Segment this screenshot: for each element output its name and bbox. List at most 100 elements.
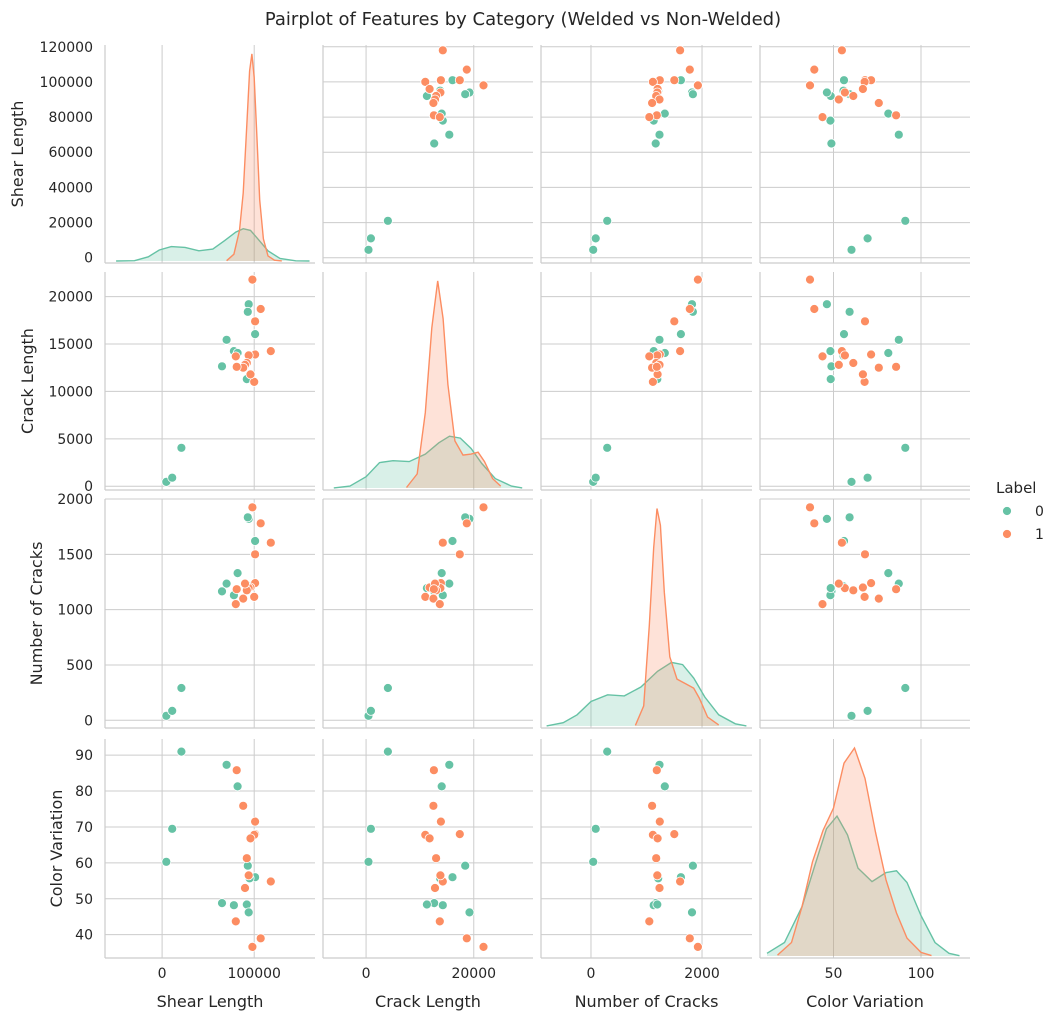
scatter-point-1 <box>891 584 901 595</box>
scatter-point-1 <box>428 765 439 776</box>
scatter-point-1 <box>255 933 266 944</box>
y-axis-title-crack-length: Crack Length <box>18 328 37 434</box>
panel-crack-length-vs-shear-length: 0 5000 10000 15000 20000 <box>48 272 315 495</box>
legend-marker-1 <box>1002 529 1012 539</box>
scatter-point-1 <box>265 537 276 548</box>
x-tick-label: 0 <box>158 966 167 982</box>
scatter-point-1 <box>434 112 445 122</box>
panels-grid: 0200004000060000800001000001200000500010… <box>8 40 970 1011</box>
scatter-point-1 <box>651 853 662 864</box>
scatter-point-1 <box>434 916 445 927</box>
scatter-point-1 <box>817 599 828 609</box>
kde-fill-1 <box>406 280 501 488</box>
scatter-point-1 <box>675 45 685 56</box>
y-tick-label: 0 <box>84 713 93 729</box>
scatter-point-1 <box>858 84 868 94</box>
scatter-point-1 <box>652 870 663 881</box>
scatter-point-0 <box>862 706 873 716</box>
scatter-point-0 <box>825 374 836 385</box>
scatter-point-1 <box>860 549 870 560</box>
scatter-point-0 <box>232 568 243 578</box>
scatter-point-1 <box>684 64 695 75</box>
scatter-point-0 <box>241 899 252 910</box>
scatter-point-1 <box>478 80 489 91</box>
scatter-point-0 <box>588 244 599 255</box>
scatter-point-1 <box>644 112 655 122</box>
scatter-point-1 <box>693 80 703 91</box>
scatter-point-1 <box>250 316 261 327</box>
kde-fill-1 <box>226 53 282 262</box>
x-tick-label: 0 <box>587 966 596 982</box>
scatter-point-0 <box>444 759 455 770</box>
scatter-point-1 <box>428 593 439 604</box>
scatter-point-1 <box>238 593 249 604</box>
panel-number-of-cracks-vs-shear-length: 0 500 1000 1500 2000 <box>57 492 315 729</box>
scatter-point-1 <box>478 502 489 513</box>
scatter-point-0 <box>176 683 187 693</box>
scatter-point-1 <box>230 351 241 362</box>
kde-line-1 <box>777 746 932 957</box>
x-tick-label: 0 <box>362 966 371 982</box>
scatter-point-0 <box>825 583 836 593</box>
scatter-point-0 <box>365 823 376 834</box>
x-axis-title-crack-length: Crack Length <box>375 992 481 1011</box>
scatter-point-1 <box>684 933 695 944</box>
panel-number-of-cracks-vs-number-of-cracks <box>540 499 752 729</box>
kde-fill-0 <box>546 662 747 726</box>
figure-title: Pairplot of Features by Category (Welded… <box>265 9 781 30</box>
scatter-point-1 <box>647 800 657 811</box>
y-tick-label: 20000 <box>48 290 93 306</box>
scatter-point-1 <box>873 593 884 604</box>
scatter-point-1 <box>454 75 465 86</box>
scatter-point-1 <box>428 800 439 811</box>
scatter-point-0 <box>846 476 857 487</box>
scatter-point-1 <box>231 765 242 776</box>
scatter-point-1 <box>809 518 820 529</box>
scatter-point-1 <box>431 853 442 864</box>
scatter-point-1 <box>805 80 815 91</box>
legend: Label 0 1 <box>996 479 1044 543</box>
scatter-point-1 <box>231 584 242 595</box>
scatter-point-0 <box>436 781 447 792</box>
scatter-point-1 <box>428 584 439 595</box>
legend-marker-0 <box>1002 506 1012 516</box>
scatter-point-0 <box>688 89 698 100</box>
scatter-point-1 <box>241 853 252 864</box>
scatter-point-0 <box>893 129 904 140</box>
scatter-point-0 <box>844 512 855 523</box>
y-tick-label: 60 <box>75 856 93 872</box>
scatter-point-0 <box>447 536 458 546</box>
panel-number-of-cracks-vs-crack-length <box>322 498 533 729</box>
scatter-point-0 <box>862 472 873 483</box>
scatter-point-1 <box>848 585 859 596</box>
scatter-point-1 <box>848 91 859 101</box>
y-tick-label: 80000 <box>48 110 93 126</box>
scatter-point-0 <box>444 578 455 589</box>
scatter-point-1 <box>437 45 448 56</box>
panel-crack-length-vs-number-of-cracks <box>540 272 752 491</box>
legend-label-1: 1 <box>1035 527 1044 543</box>
scatter-point-0 <box>363 244 374 255</box>
scatter-point-0 <box>652 899 663 910</box>
scatter-point-0 <box>242 512 253 523</box>
y-tick-label: 1500 <box>57 547 93 563</box>
scatter-point-1 <box>420 77 431 87</box>
scatter-point-1 <box>424 833 435 844</box>
scatter-point-0 <box>659 108 670 119</box>
scatter-point-1 <box>250 816 261 827</box>
scatter-point-0 <box>421 899 432 910</box>
y-tick-label: 10000 <box>48 384 93 400</box>
scatter-point-0 <box>862 233 873 244</box>
scatter-point-1 <box>873 98 884 108</box>
y-tick-label: 60000 <box>48 145 93 161</box>
scatter-point-0 <box>464 907 475 918</box>
scatter-point-1 <box>891 110 901 121</box>
scatter-point-1 <box>837 45 847 56</box>
scatter-point-1 <box>240 883 250 893</box>
scatter-point-0 <box>659 781 670 792</box>
scatter-point-1 <box>249 592 260 602</box>
panel-shear-length-vs-color-variation <box>759 45 970 264</box>
scatter-point-0 <box>654 334 665 345</box>
scatter-point-0 <box>900 215 911 226</box>
scatter-point-1 <box>651 361 662 372</box>
